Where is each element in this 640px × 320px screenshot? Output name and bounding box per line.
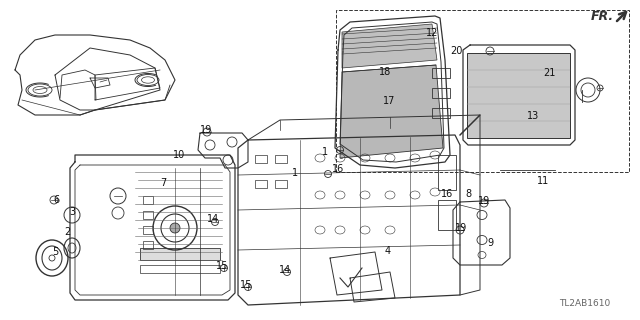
Text: 15: 15: [240, 280, 252, 290]
Text: 7: 7: [160, 178, 166, 188]
Text: 15: 15: [216, 261, 228, 271]
Bar: [432, 68, 450, 78]
Text: 14: 14: [207, 214, 219, 224]
Text: 21: 21: [543, 68, 555, 78]
Text: 16: 16: [441, 189, 453, 199]
Bar: [336, 10, 629, 172]
Bar: [143, 241, 153, 249]
Bar: [143, 211, 153, 219]
Text: 18: 18: [379, 67, 391, 77]
Bar: [143, 196, 153, 204]
Text: 19: 19: [455, 223, 467, 233]
Polygon shape: [342, 24, 437, 68]
Text: 16: 16: [332, 164, 344, 174]
Ellipse shape: [170, 223, 180, 233]
Bar: [432, 88, 450, 98]
Bar: [140, 248, 220, 260]
Text: 3: 3: [69, 207, 75, 217]
Bar: [275, 180, 287, 188]
Text: 9: 9: [487, 238, 493, 248]
Text: 4: 4: [385, 246, 391, 256]
Text: 11: 11: [537, 176, 549, 186]
Text: 12: 12: [426, 28, 438, 38]
Text: 1: 1: [322, 147, 328, 157]
Polygon shape: [340, 65, 443, 158]
Text: FR.: FR.: [591, 10, 614, 23]
Text: 17: 17: [383, 96, 395, 106]
Bar: [255, 155, 267, 163]
Bar: [467, 53, 570, 138]
Bar: [432, 108, 450, 118]
Text: 8: 8: [465, 189, 471, 199]
Bar: [438, 155, 456, 190]
Bar: [438, 200, 456, 230]
Bar: [140, 265, 220, 273]
Text: 10: 10: [173, 150, 185, 160]
Bar: [275, 155, 287, 163]
Text: 19: 19: [478, 196, 490, 206]
Text: 6: 6: [53, 195, 59, 205]
Text: 13: 13: [527, 111, 539, 121]
Text: 5: 5: [52, 247, 58, 257]
Text: TL2AB1610: TL2AB1610: [559, 299, 610, 308]
Bar: [143, 226, 153, 234]
Bar: [255, 180, 267, 188]
Text: 20: 20: [450, 46, 462, 56]
Text: 1: 1: [292, 168, 298, 178]
Text: 14: 14: [279, 265, 291, 275]
Text: 19: 19: [200, 125, 212, 135]
Text: 2: 2: [64, 227, 70, 237]
